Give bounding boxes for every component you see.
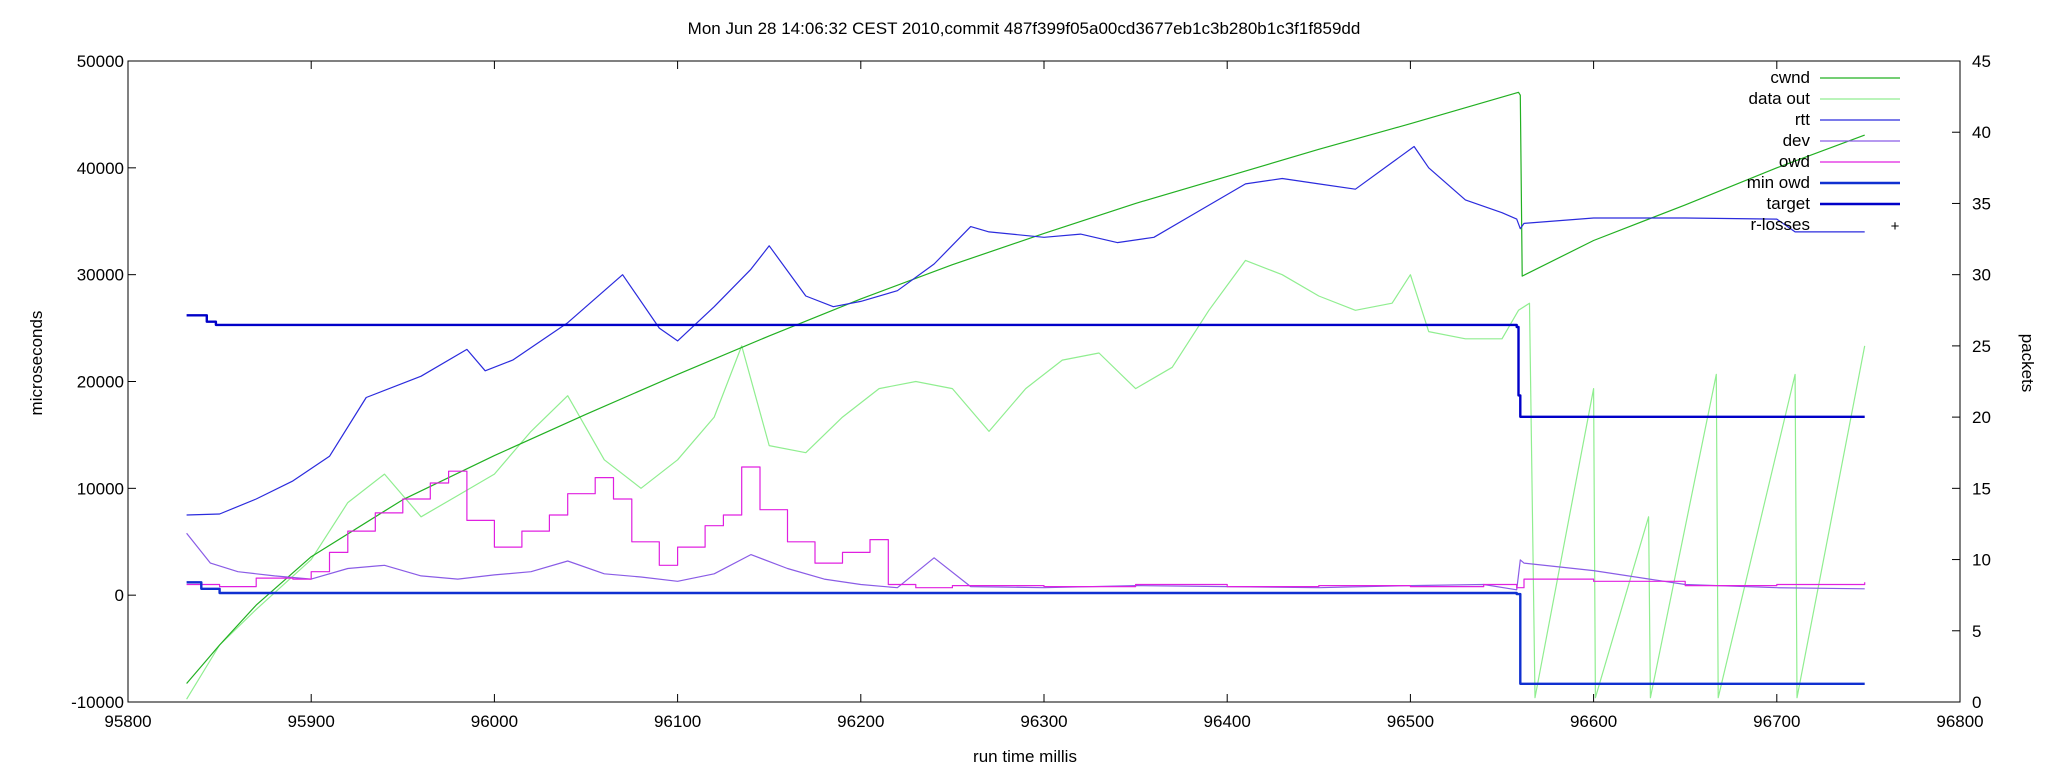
series-line-rtt bbox=[186, 145, 1865, 516]
y2-tick-label: 15 bbox=[1972, 479, 1991, 498]
y-tick-label: 50000 bbox=[77, 52, 124, 71]
legend-label: dev bbox=[1783, 131, 1811, 150]
legend-label: rtt bbox=[1795, 110, 1810, 129]
legend-label: cwnd bbox=[1770, 68, 1810, 87]
y2-tick-label: 25 bbox=[1972, 337, 1991, 356]
y-tick-label: 40000 bbox=[77, 159, 124, 178]
y2-tick-label: 30 bbox=[1972, 266, 1991, 285]
legend-label: r-losses bbox=[1750, 215, 1810, 234]
x-tick-label: 95900 bbox=[288, 712, 335, 731]
x-tick-label: 96700 bbox=[1753, 712, 1800, 731]
series-line-cwnd bbox=[186, 91, 1865, 684]
y-tick-label: 10000 bbox=[77, 479, 124, 498]
axes: 95800 95900 96000 96100 96200 96300 96400 96500… bbox=[71, 52, 1991, 731]
y2-tick-label: 0 bbox=[1972, 693, 1981, 712]
x-tick-label: 96400 bbox=[1204, 712, 1251, 731]
x-axis-label: run time millis bbox=[973, 747, 1077, 766]
x-tick-label: 96100 bbox=[654, 712, 701, 731]
x-tick-label: 96300 bbox=[1020, 712, 1067, 731]
x-tick-label: 96500 bbox=[1387, 712, 1434, 731]
y2-tick-label: 10 bbox=[1972, 551, 1991, 570]
legend-label: target bbox=[1767, 194, 1811, 213]
y2-tick-label: 40 bbox=[1972, 123, 1991, 142]
legend-label: data out bbox=[1749, 89, 1811, 108]
series-line-data-out bbox=[186, 259, 1866, 700]
y-tick-label: 20000 bbox=[77, 373, 124, 392]
series-layer bbox=[186, 91, 1866, 700]
y-axis-label: microseconds bbox=[27, 311, 46, 416]
y2-tick-label: 5 bbox=[1972, 622, 1981, 641]
x-tick-label: 96000 bbox=[471, 712, 518, 731]
series-line-owd bbox=[186, 466, 1866, 589]
y-tick-label: 0 bbox=[115, 586, 124, 605]
x-tick-label: 96800 bbox=[1936, 712, 1983, 731]
y-tick-label: -10000 bbox=[71, 693, 124, 712]
chart-title: Mon Jun 28 14:06:32 CEST 2010,commit 487… bbox=[688, 19, 1361, 38]
y2-tick-label: 35 bbox=[1972, 194, 1991, 213]
plot-frame bbox=[127, 60, 1961, 703]
series-line-min-owd bbox=[186, 581, 1865, 685]
legend-marker: + bbox=[1891, 218, 1900, 235]
y2-axis-label: packets bbox=[2018, 334, 2037, 393]
series-line-target bbox=[186, 314, 1865, 418]
x-tick-label: 95800 bbox=[104, 712, 151, 731]
legend-label: owd bbox=[1779, 152, 1810, 171]
legend: cwnd data out rtt dev owd min owd target r-loss… bbox=[1747, 68, 1900, 235]
x-tick-label: 96600 bbox=[1570, 712, 1617, 731]
y2-tick-label: 20 bbox=[1972, 408, 1991, 427]
y2-tick-label: 45 bbox=[1972, 52, 1991, 71]
series-line-dev bbox=[186, 532, 1865, 591]
y-tick-label: 30000 bbox=[77, 266, 124, 285]
x-tick-label: 96200 bbox=[837, 712, 884, 731]
legend-label: min owd bbox=[1747, 173, 1810, 192]
